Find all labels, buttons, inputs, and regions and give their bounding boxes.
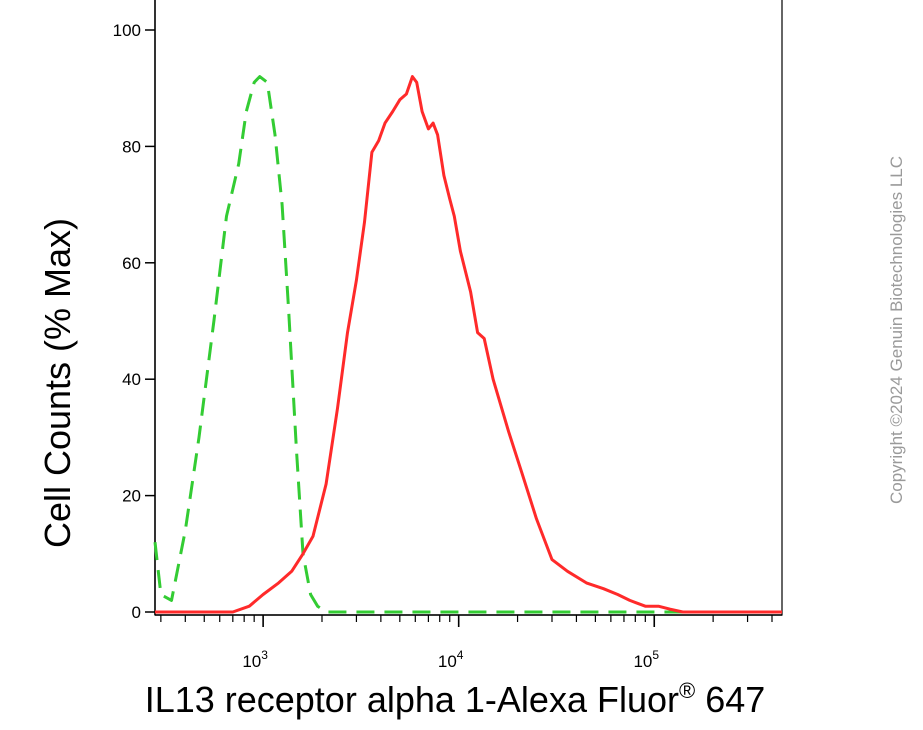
isotype-control-line	[153, 75, 782, 614]
copyright-watermark: Copyright ©2024 Genuin Biotechnologies L…	[887, 156, 906, 504]
y-tick-label: 40	[122, 370, 141, 389]
stained-sample-line	[155, 75, 782, 614]
x-tick-label: 105	[633, 648, 659, 671]
y-axis-ticks: 0 20 40 60 80 100	[113, 21, 155, 622]
y-tick-label: 60	[122, 254, 141, 273]
y-tick-label: 0	[132, 603, 141, 622]
x-tick-label: 104	[438, 648, 464, 671]
y-tick-label: 100	[113, 21, 141, 40]
x-axis-ticks: 103 104 105	[160, 615, 773, 671]
y-tick-label: 80	[122, 137, 141, 156]
series-layer	[153, 75, 782, 614]
y-tick-label: 20	[122, 487, 141, 506]
plot-frame	[154, 0, 783, 616]
y-axis-title: Cell Counts (% Max)	[37, 218, 78, 548]
x-tick-label: 103	[242, 648, 268, 671]
x-axis-title: IL13 receptor alpha 1-Alexa Fluor® 647	[145, 678, 766, 720]
